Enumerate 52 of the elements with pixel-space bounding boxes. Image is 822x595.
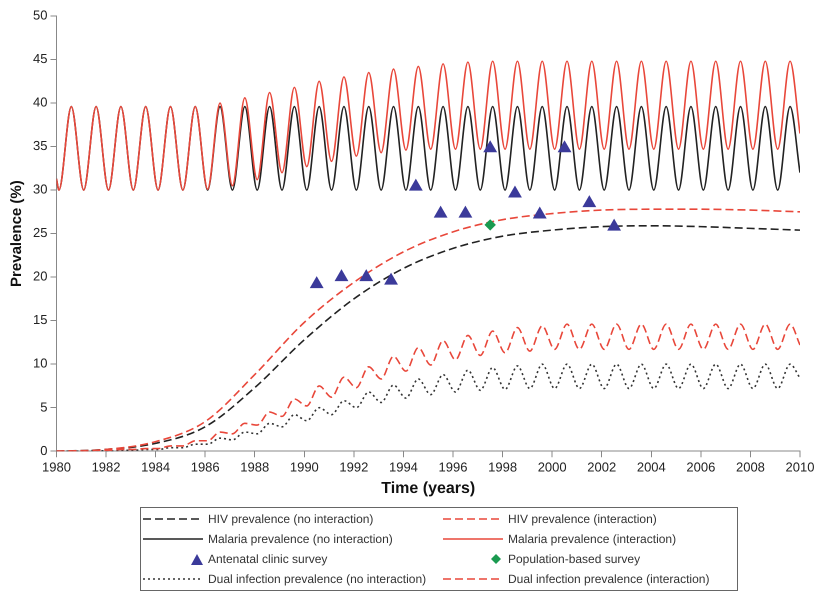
legend-label: Dual infection prevalence (no interaction) — [208, 572, 426, 586]
legend-label: HIV prevalence (interaction) — [508, 512, 657, 526]
point — [484, 140, 497, 152]
y-tick-label: 10 — [32, 356, 48, 371]
x-tick-label: 1986 — [190, 460, 220, 475]
legend-label: Malaria prevalence (interaction) — [508, 532, 676, 546]
y-tick-label: 25 — [32, 225, 48, 240]
legend-label: Population-based survey — [508, 552, 640, 566]
point — [508, 186, 522, 198]
y-tick-label: 0 — [40, 442, 48, 458]
x-tick-label: 2006 — [686, 460, 716, 475]
y-tick-label: 45 — [32, 51, 48, 66]
y-tick-label: 5 — [40, 399, 48, 414]
y-tick-label: 35 — [32, 138, 48, 154]
x-tick-label: 1998 — [488, 460, 518, 475]
y-tick-label: 30 — [32, 182, 48, 197]
point — [409, 179, 422, 191]
point — [484, 219, 496, 230]
point — [458, 206, 472, 218]
point — [582, 196, 596, 208]
point — [558, 140, 572, 152]
line-series — [56, 60, 800, 191]
x-tick-label: 2002 — [587, 460, 616, 475]
x-tick-label: 2008 — [736, 460, 765, 475]
point — [434, 206, 448, 218]
point — [384, 273, 398, 285]
y-tick-label: 20 — [32, 268, 48, 284]
point — [310, 276, 324, 288]
x-tick-label: 1984 — [141, 460, 170, 475]
legend-label: HIV prevalence (no interaction) — [208, 512, 374, 526]
x-tick-label: 1982 — [92, 460, 120, 475]
x-tick-label: 1990 — [290, 460, 319, 475]
x-tick-label: 1980 — [42, 460, 71, 475]
x-tick-label: 1988 — [240, 460, 270, 475]
y-tick-label: 50 — [32, 8, 48, 23]
legend-label: Malaria prevalence (no interaction) — [208, 532, 393, 546]
x-tick-label: 2010 — [786, 460, 814, 475]
point — [334, 270, 348, 282]
point — [360, 270, 373, 282]
y-tick-label: 40 — [32, 94, 48, 110]
x-tick-label: 2000 — [538, 460, 567, 475]
legend-label: Antenatal clinic survey — [208, 552, 328, 566]
legend-label: Dual infection prevalence (interaction) — [508, 572, 710, 586]
x-tick-label: 2004 — [636, 460, 666, 475]
x-tick-label: 1992 — [339, 460, 368, 475]
point — [608, 219, 621, 231]
x-axis-title: Time (years) — [381, 480, 476, 497]
y-tick-label: 15 — [32, 312, 48, 328]
point — [533, 206, 546, 218]
x-tick-label: 1994 — [388, 460, 418, 475]
x-tick-label: 1996 — [438, 460, 468, 475]
y-axis-title: Prevalence (%) — [8, 180, 26, 287]
